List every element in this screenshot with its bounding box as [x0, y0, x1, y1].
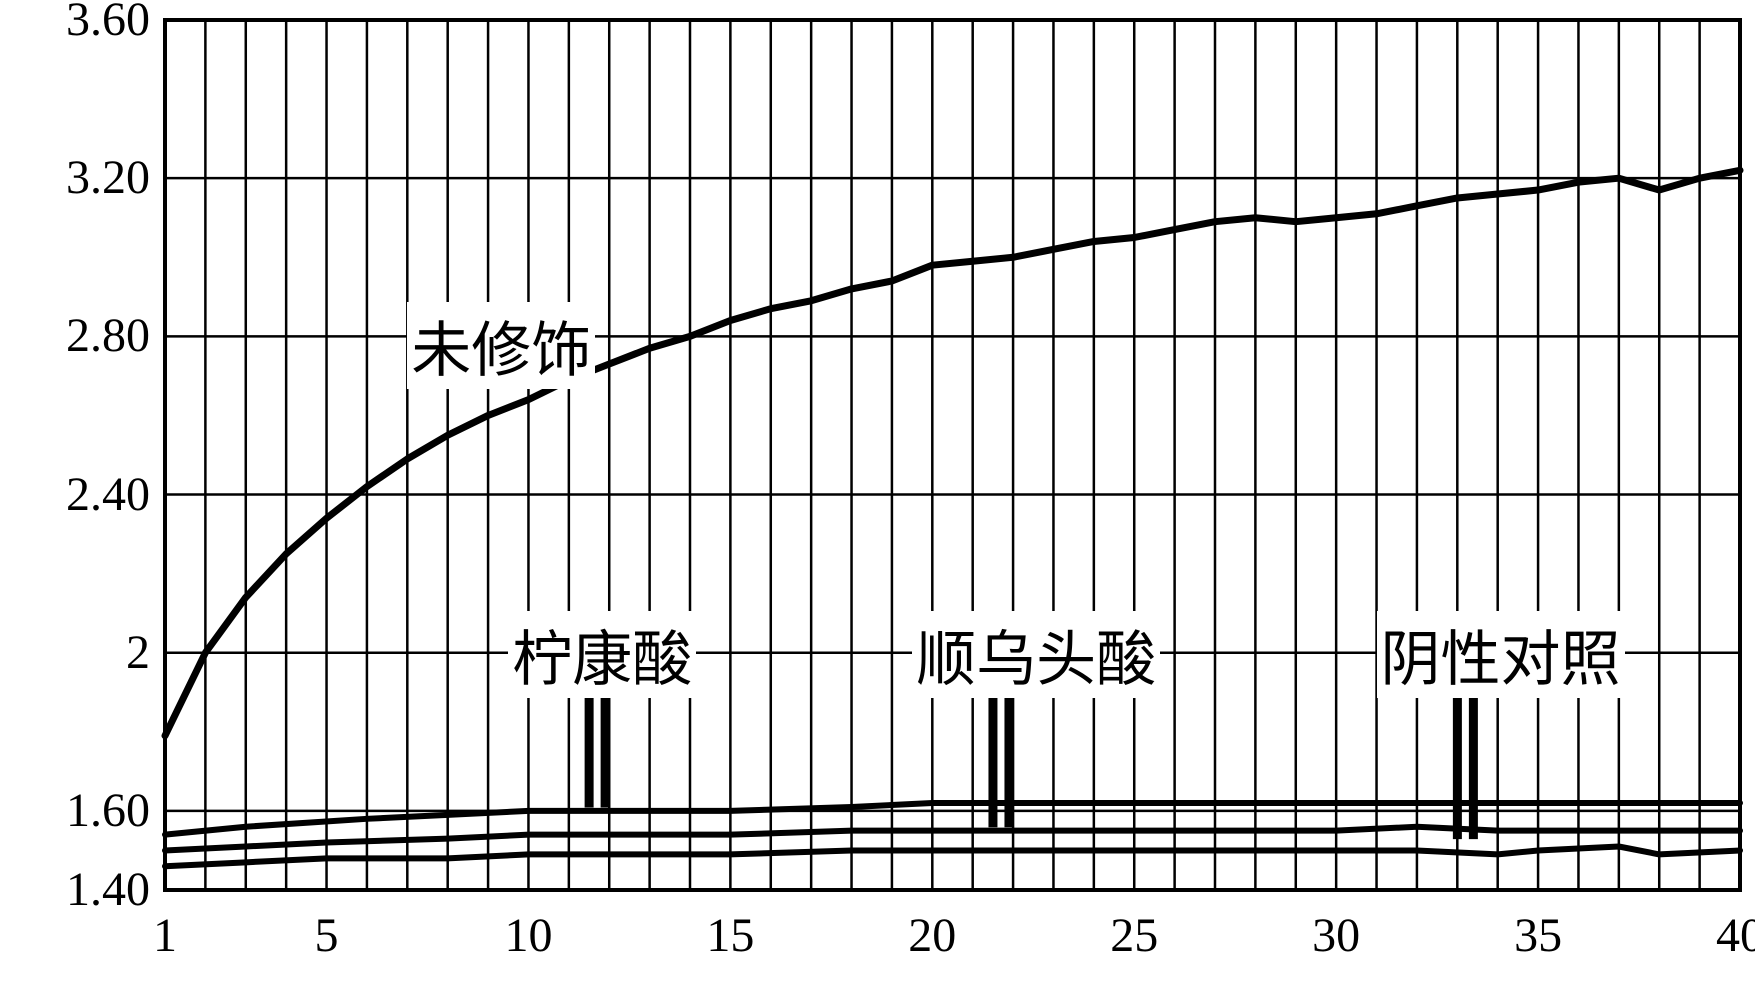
- ytick-3.20: 3.20: [30, 150, 150, 205]
- chart-container: 1.401.6022.402.803.203.60151015202530354…: [0, 0, 1755, 988]
- chart-svg: [0, 0, 1755, 988]
- xtick-30: 30: [1296, 908, 1376, 963]
- ytick-3.60: 3.60: [30, 0, 150, 47]
- ytick-2: 2: [30, 625, 150, 680]
- label-unmodified: 未修饰: [407, 302, 595, 389]
- ytick-2.80: 2.80: [30, 308, 150, 363]
- xtick-10: 10: [488, 908, 568, 963]
- xtick-40: 40: [1700, 908, 1755, 963]
- xtick-20: 20: [892, 908, 972, 963]
- xtick-1: 1: [125, 908, 205, 963]
- label-negative-control: 阴性对照: [1377, 611, 1625, 698]
- ytick-1.60: 1.60: [30, 783, 150, 838]
- xtick-25: 25: [1094, 908, 1174, 963]
- label-cis-aconitic: 顺乌头酸: [912, 611, 1160, 698]
- label-citraconic: 柠康酸: [508, 611, 696, 698]
- ytick-2.40: 2.40: [30, 467, 150, 522]
- xtick-5: 5: [287, 908, 367, 963]
- xtick-15: 15: [690, 908, 770, 963]
- xtick-35: 35: [1498, 908, 1578, 963]
